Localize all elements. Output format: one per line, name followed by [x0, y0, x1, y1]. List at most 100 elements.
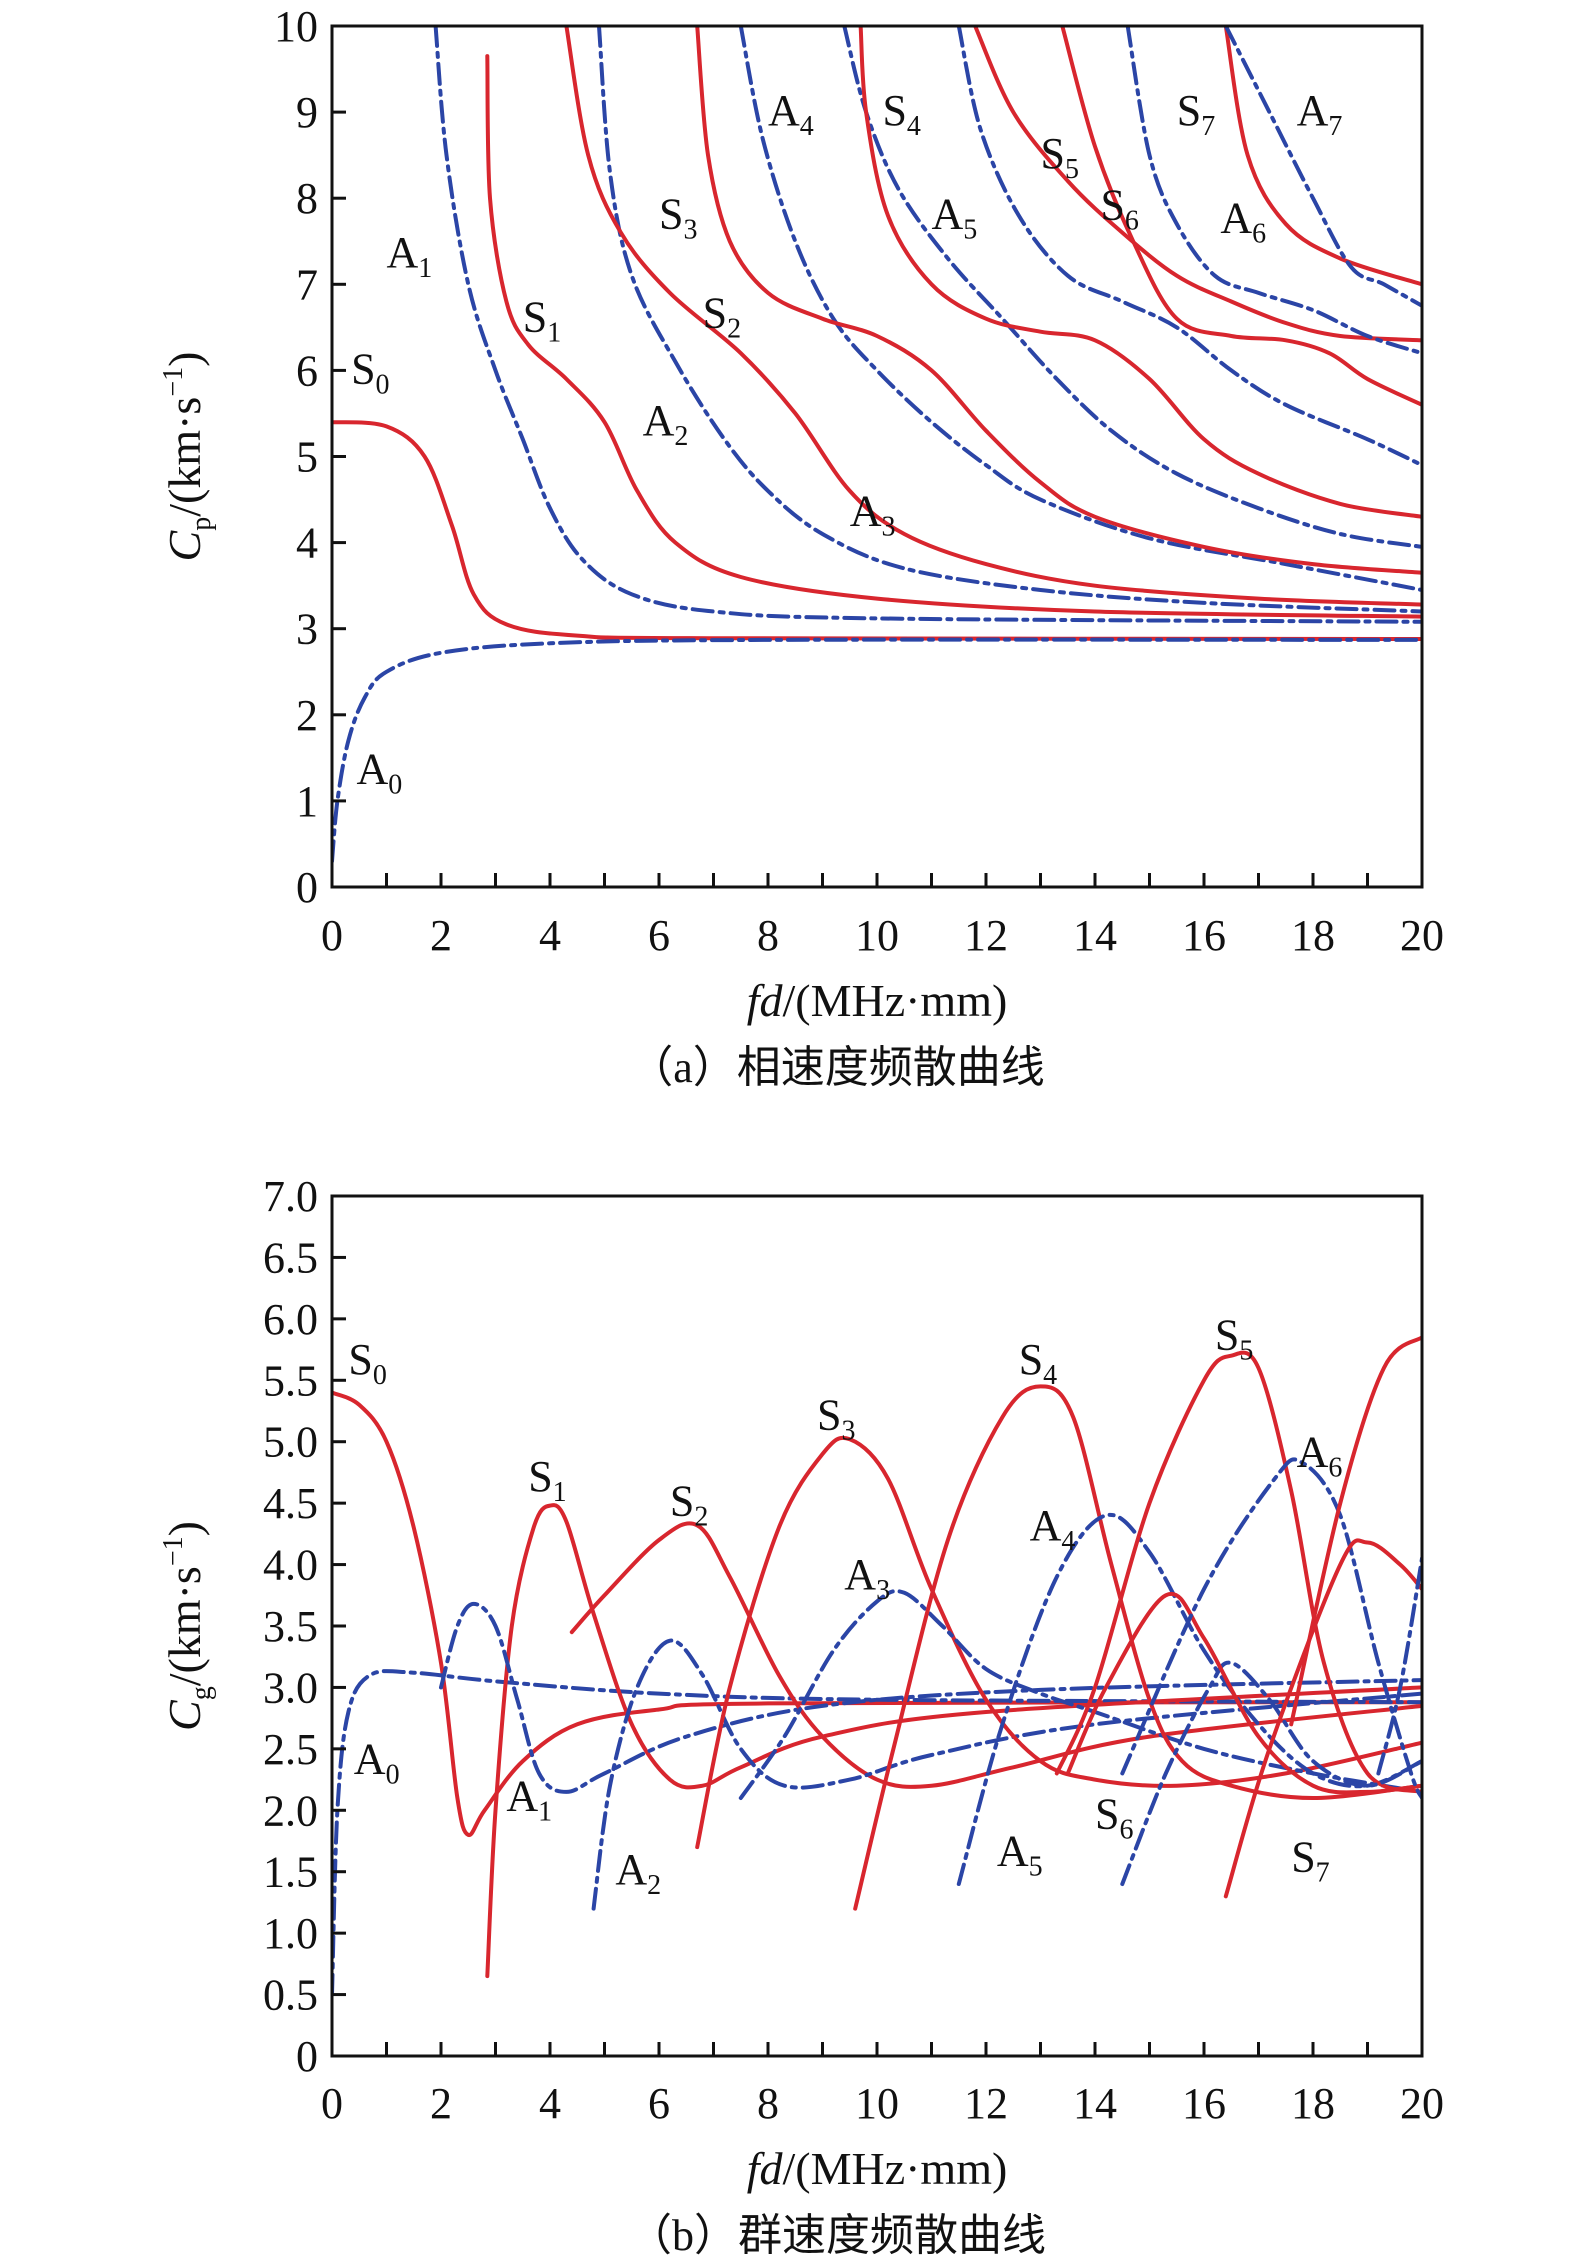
series-s7-symmetric-line — [1223, 26, 1422, 287]
y-tick-label: 0.5 — [263, 1971, 318, 2020]
y-tick-label: 3.0 — [263, 1663, 318, 1712]
series-group — [332, 26, 1422, 864]
y-axis-title: Cp/(km·s−1) — [158, 352, 217, 562]
series-a3-antisymmetric-line — [738, 26, 1422, 592]
series-s1-symmetric-line — [485, 1503, 1422, 1979]
mode-label-a0: A0 — [354, 1734, 400, 1790]
y-tick-label: 2.5 — [263, 1725, 318, 1774]
y-tick-label: 2 — [296, 691, 318, 740]
mode-label-a1: A1 — [387, 228, 433, 284]
x-tick-label: 10 — [855, 911, 899, 960]
figure-caption: （a）相速度频散曲线 — [629, 1043, 1045, 1092]
series-s4-symmetric-line — [858, 26, 1422, 519]
x-tick-label: 0 — [321, 2079, 343, 2128]
y-tick-label: 8 — [296, 174, 318, 223]
x-tick-label: 12 — [964, 2079, 1008, 2128]
mode-label-a5: A5 — [997, 1827, 1043, 1883]
series-a4-antisymmetric-line — [956, 1512, 1422, 1886]
series-s3-symmetric-line — [695, 26, 1422, 575]
series-a5-antisymmetric-line — [1120, 1660, 1422, 1886]
y-tick-label: 5 — [296, 433, 318, 482]
y-tick-label: 3 — [296, 605, 318, 654]
mode-label-a3: A3 — [850, 486, 896, 542]
series-a0-antisymmetric-line — [332, 637, 1422, 864]
series-s6-symmetric-line — [973, 26, 1422, 343]
series-s2-symmetric-line — [569, 1521, 1422, 1789]
mode-label-s0: S0 — [351, 344, 389, 400]
series-s2-symmetric-line — [564, 26, 1422, 607]
series-s0-symmetric-line — [332, 1390, 1422, 1837]
x-tick-label: 20 — [1400, 2079, 1444, 2128]
x-tick-label: 10 — [855, 2079, 899, 2128]
y-tick-label: 4 — [296, 519, 318, 568]
mode-label-s5: S5 — [1215, 1311, 1253, 1367]
y-tick-label: 6 — [296, 346, 318, 395]
mode-label-a1: A1 — [506, 1771, 552, 1827]
x-tick-label: 4 — [539, 911, 561, 960]
y-tick-label: 5.0 — [263, 1418, 318, 1467]
series-s1-symmetric-line — [485, 54, 1422, 619]
mode-label-s2: S2 — [670, 1476, 708, 1532]
phase-velocity-chart: 0 2 4 6 8 10 12 14 16 18 20012345678910fd/(MHz·mm)… — [158, 2, 1444, 1092]
y-tick-label: 10 — [274, 2, 318, 51]
x-tick-label: 18 — [1291, 911, 1335, 960]
series-s6-symmetric-line — [1065, 1591, 1422, 1795]
figure-caption: （b）群速度频散曲线 — [628, 2211, 1046, 2260]
x-tick-label: 12 — [964, 911, 1008, 960]
x-tick-label: 2 — [430, 911, 452, 960]
x-tick-label: 8 — [757, 911, 779, 960]
y-tick-label: 7 — [296, 260, 318, 309]
x-tick-label: 6 — [648, 2079, 670, 2128]
x-tick-label: 2 — [430, 2079, 452, 2128]
x-tick-label: 14 — [1073, 2079, 1117, 2128]
mode-label-s6: S6 — [1095, 1790, 1133, 1846]
y-tick-label: 1 — [296, 777, 318, 826]
y-tick-label: 0 — [296, 2032, 318, 2081]
y-tick-label: 4.0 — [263, 1541, 318, 1590]
series-group — [332, 1335, 1422, 1997]
y-tick-label: 5.5 — [263, 1356, 318, 1405]
y-tick-label: 4.5 — [263, 1479, 318, 1528]
y-tick-label: 7.0 — [263, 1172, 318, 1221]
series-a7-antisymmetric-line — [1376, 1556, 1422, 1776]
mode-label-a2: A2 — [643, 396, 689, 452]
series-s5-symmetric-line — [1054, 1350, 1422, 1794]
series-s5-symmetric-line — [1060, 26, 1422, 407]
x-tick-label: 16 — [1182, 2079, 1226, 2128]
y-tick-label: 1.0 — [263, 1909, 318, 1958]
mode-label-a6: A6 — [1220, 194, 1266, 250]
series-s4-symmetric-line — [853, 1384, 1422, 1911]
series-a7-antisymmetric-line — [1223, 26, 1422, 308]
x-tick-label: 4 — [539, 2079, 561, 2128]
mode-label-s3: S3 — [659, 189, 697, 245]
series-a1-antisymmetric-line — [439, 1601, 1422, 1794]
series-a3-antisymmetric-line — [738, 1589, 1422, 1800]
mode-label-s1: S1 — [528, 1452, 566, 1508]
y-tick-label: 6.0 — [263, 1295, 318, 1344]
plot-frame — [330, 24, 1424, 889]
group-velocity-chart: 0 2 4 6 8 10 12 14 16 18 20 0 0.5 1.0 1.5 2.0 2.5 3.0 3.5 4… — [158, 1172, 1444, 2260]
x-tick-label: 8 — [757, 2079, 779, 2128]
x-tick-label: 20 — [1400, 911, 1444, 960]
x-tick-label: 18 — [1291, 2079, 1335, 2128]
mode-label-s2: S2 — [703, 288, 741, 344]
series-a4-antisymmetric-line — [842, 26, 1422, 549]
x-tick-label: 0 — [321, 911, 343, 960]
x-axis-title: fd/(MHz·mm) — [747, 2143, 1008, 2194]
mode-label-s1: S1 — [523, 293, 561, 349]
mode-label-a3: A3 — [844, 1550, 890, 1606]
mode-label-a7: A7 — [1297, 86, 1343, 142]
mode-label-s7: S7 — [1291, 1833, 1329, 1889]
series-s7-symmetric-line — [1223, 1538, 1422, 1899]
mode-label-a5: A5 — [932, 189, 978, 245]
mode-label-s7: S7 — [1177, 86, 1215, 142]
y-tick-label: 3.5 — [263, 1602, 318, 1651]
mode-label-a4: A4 — [1030, 1501, 1076, 1557]
mode-label-a6: A6 — [1297, 1427, 1343, 1483]
x-tick-label: 6 — [648, 911, 670, 960]
mode-label-s4: S4 — [1019, 1335, 1057, 1391]
y-tick-label: 6.5 — [263, 1233, 318, 1282]
series-s8-symmetric-line — [1289, 1335, 1422, 1727]
y-tick-label: 1.5 — [263, 1848, 318, 1897]
